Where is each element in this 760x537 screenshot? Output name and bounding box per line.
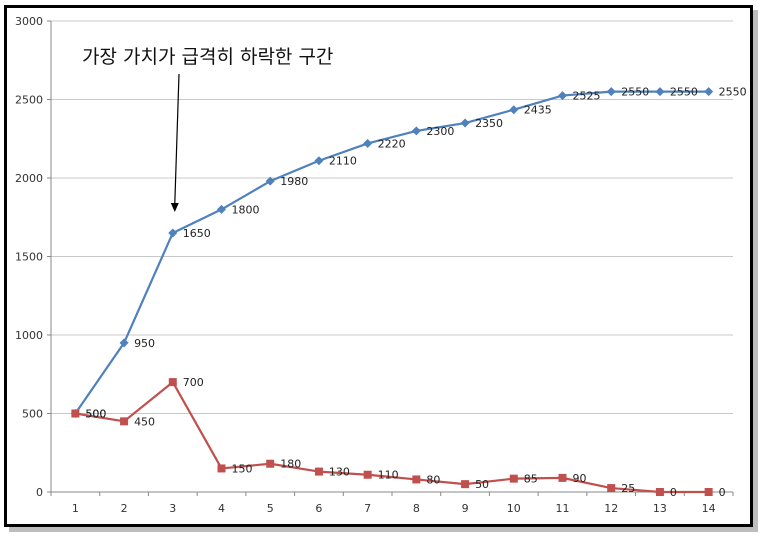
data-point	[217, 204, 226, 214]
data-label: 450	[134, 415, 155, 428]
y-tick-label: 0	[36, 486, 43, 499]
data-point	[411, 126, 421, 136]
data-label: 950	[134, 337, 155, 350]
data-label: 50	[475, 478, 489, 491]
x-tick-label: 11	[556, 502, 570, 515]
data-label: 25	[621, 482, 635, 495]
annotation-arrowhead	[170, 203, 179, 212]
data-point	[655, 488, 664, 496]
annotation: 가장 가치가 급격히 하락한 구간	[82, 46, 333, 212]
data-point	[120, 417, 129, 426]
data-label: 2350	[475, 117, 503, 130]
data-label: 150	[232, 462, 253, 475]
x-tick-label: 1	[72, 502, 79, 515]
data-point	[558, 91, 567, 101]
y-tick-label: 3000	[15, 15, 43, 28]
y-tick-label: 2000	[15, 172, 43, 185]
data-point	[509, 105, 519, 115]
annotation-text: 가장 가치가 급격히 하락한 구간	[82, 46, 333, 68]
data-point	[168, 378, 177, 387]
x-tick-label: 9	[462, 502, 469, 515]
data-label: 700	[183, 376, 204, 389]
x-tick-label: 4	[218, 502, 225, 515]
data-label: 130	[329, 466, 350, 479]
data-label: 2550	[719, 86, 747, 99]
data-point	[704, 87, 714, 97]
data-point	[606, 87, 616, 97]
y-tick-label: 1000	[15, 329, 43, 342]
data-label: 2525	[573, 90, 601, 103]
data-label: 2550	[670, 86, 698, 99]
data-point	[460, 118, 470, 128]
x-tick-label: 10	[507, 502, 521, 515]
x-tick-label: 2	[121, 502, 128, 515]
x-tick-label: 6	[315, 502, 322, 515]
data-label: 0	[670, 486, 677, 499]
data-point	[71, 409, 80, 418]
data-label: 500	[85, 408, 106, 421]
data-point	[217, 464, 226, 473]
x-tick-label: 14	[702, 502, 716, 515]
data-label: 1800	[232, 203, 260, 216]
x-tick-label: 13	[653, 502, 667, 515]
series-line-2	[75, 381, 709, 494]
data-point	[363, 470, 372, 479]
data-label: 0	[719, 486, 726, 499]
annotation-arrow	[174, 73, 180, 205]
data-label: 2110	[329, 155, 357, 168]
data-point	[412, 475, 421, 484]
series-line-1	[74, 90, 709, 415]
data-label: 1980	[280, 175, 308, 188]
data-point	[655, 87, 665, 97]
data-point	[509, 474, 518, 483]
x-tick-label: 5	[267, 502, 274, 515]
x-tick-label: 7	[364, 502, 371, 515]
data-label: 2550	[621, 86, 649, 99]
data-point	[314, 156, 324, 166]
data-label: 500	[85, 408, 106, 421]
data-label: 110	[378, 469, 399, 482]
x-tick-label: 8	[413, 502, 420, 515]
data-point	[704, 488, 713, 496]
data-point	[461, 480, 470, 489]
series-layer	[70, 87, 714, 496]
data-label: 2220	[378, 137, 406, 150]
data-point	[168, 228, 178, 238]
data-label: 80	[426, 473, 440, 486]
data-label: 90	[573, 472, 587, 485]
data-point	[607, 484, 616, 493]
data-label: 85	[524, 473, 538, 486]
data-point	[119, 338, 129, 348]
data-label: 2300	[426, 125, 454, 138]
data-point	[266, 459, 275, 468]
data-point	[314, 467, 323, 476]
data-label: 180	[280, 458, 301, 471]
y-tick-label: 2500	[15, 94, 43, 107]
y-tick-label: 1500	[15, 251, 43, 264]
data-labels: 5009501650180019802110222023002350243525…	[85, 86, 746, 499]
data-point	[265, 176, 275, 186]
data-point	[558, 473, 567, 482]
x-tick-label: 12	[604, 502, 618, 515]
grid-lines	[51, 20, 733, 414]
y-tick-label: 500	[22, 408, 43, 421]
data-label: 2435	[524, 104, 552, 117]
x-tick-label: 3	[169, 502, 176, 515]
data-point	[363, 138, 373, 148]
data-label: 1650	[183, 227, 211, 240]
